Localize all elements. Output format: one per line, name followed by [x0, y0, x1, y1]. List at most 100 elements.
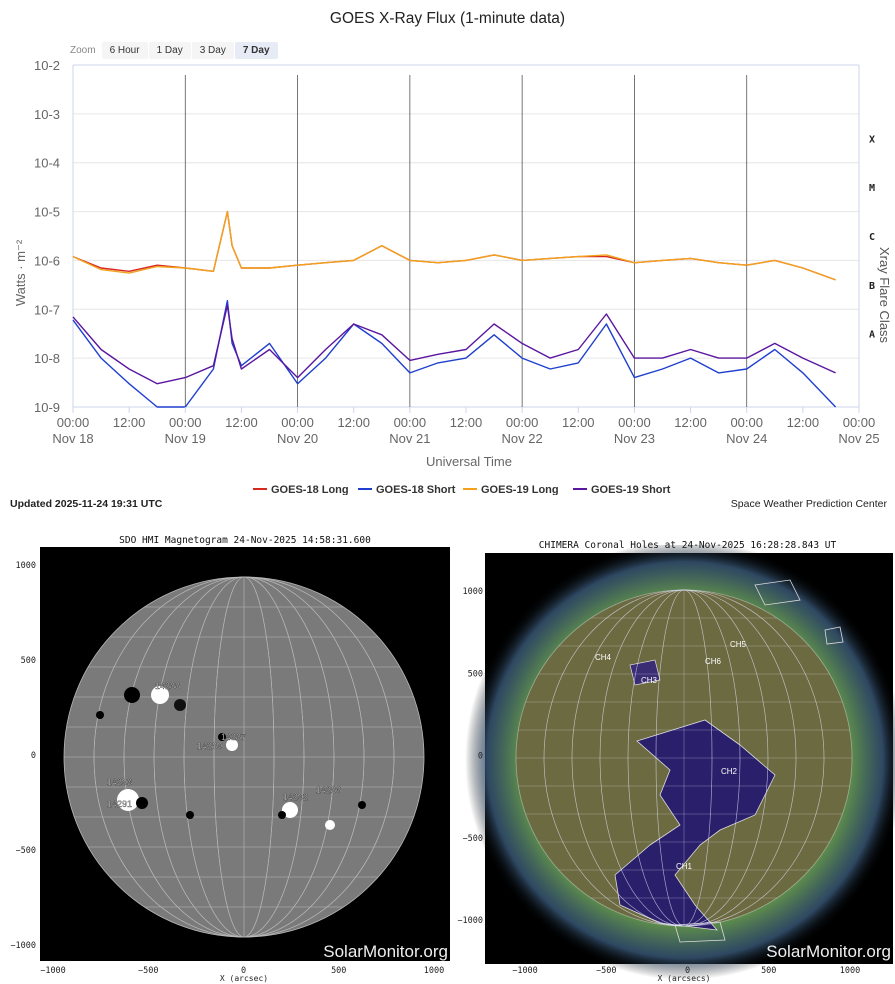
series-line-goes-19-short [72, 304, 836, 385]
x-tick-label: −1000 [40, 966, 66, 976]
coronal-hole-label: CH2 [721, 767, 738, 776]
flare-class-m: M [869, 183, 875, 194]
x-tick-date: Nov 24 [726, 431, 767, 446]
legend-item-goes-19-short[interactable]: GOES-19 Short [573, 484, 671, 495]
coronal-holes-xlabel: X (arcsecs) [658, 974, 711, 983]
y-tick-label: 0 [31, 751, 36, 761]
zoom-3-day-button[interactable]: 3 Day [191, 41, 234, 59]
magnetic-spot [218, 733, 226, 741]
coronal-holes-panel: CH1 CH2 CH3 CH4 CH5 CH6 −1000 −500 0 500 1000 1000… [457, 545, 895, 983]
disk-grid [63, 576, 425, 938]
y-tick-label: 500 [21, 656, 36, 666]
coronal-hole-area [629, 659, 661, 686]
zoom-1-day-button[interactable]: 1 Day [148, 41, 191, 59]
legend-label: GOES-19 Short [591, 484, 671, 495]
coronal-hole-label: CH4 [595, 653, 612, 662]
coronal-hole-label: CH1 [676, 862, 693, 871]
x-tick-time: 00:00 [169, 415, 202, 430]
x-tick-time: 12:00 [113, 415, 146, 430]
coronal-holes-axes: −1000 −500 0 500 1000 1000 500 0 −500 −1000 [457, 587, 860, 976]
chart-series [72, 210, 837, 408]
magnetic-spot [136, 797, 148, 809]
region-label: 14287 [221, 732, 246, 742]
x-tick-label: 0 [241, 966, 246, 976]
legend-item-goes-18-short[interactable]: GOES-18 Short [358, 484, 456, 495]
coronal-hole-outline [754, 579, 801, 606]
longitude-line [655, 589, 713, 927]
x-tick-date: Nov 21 [389, 431, 430, 446]
legend-item-goes-19-long[interactable]: GOES-19 Long [463, 484, 559, 495]
x-tick-time: 00:00 [730, 415, 763, 430]
y-axis-title: Watts · m⁻² [13, 239, 28, 306]
limb [515, 589, 853, 927]
x-tick-date: Nov 18 [52, 431, 93, 446]
x-tick-label: 500 [761, 966, 776, 976]
x-tick-date: Nov 19 [165, 431, 206, 446]
zoom-6-hour-button[interactable]: 6 Hour [101, 41, 148, 59]
longitude-line [599, 589, 769, 927]
chart-title: GOES X-Ray Flux (1-minute data) [329, 10, 566, 27]
x-tick-time: 00:00 [281, 415, 314, 430]
magnetic-spot [226, 739, 238, 751]
x-tick-time: 00:00 [843, 415, 876, 430]
y-tick-label: 10-3 [34, 107, 60, 122]
y-tick-label: −1000 [457, 916, 483, 926]
x-tick-time: 12:00 [225, 415, 258, 430]
longitude-line [571, 589, 797, 927]
x-tick-time: 12:00 [337, 415, 370, 430]
magnetic-spot [124, 687, 140, 703]
x-tick-date: Nov 20 [277, 431, 318, 446]
credit-text: Space Weather Prediction Center [730, 498, 887, 510]
coronal-hole-outline [824, 626, 844, 645]
legend-item-goes-18-long[interactable]: GOES-18 Long [253, 484, 349, 495]
y2-axis-title: Xray Flare Class [877, 247, 892, 344]
region-label: 14292 [283, 792, 308, 802]
longitude-line [543, 589, 825, 927]
disk-grid [515, 589, 853, 927]
x-tick-time: 12:00 [787, 415, 820, 430]
x-tick-time: 00:00 [394, 415, 427, 430]
coronal-hole-outline [674, 921, 726, 943]
x-tick-label: −500 [596, 966, 616, 976]
longitude-line [655, 589, 713, 927]
day-divider-lines [184, 75, 748, 407]
updated-timestamp: Updated 2025-11-24 19:31 UTC [10, 498, 163, 510]
longitude-line [627, 589, 741, 927]
flare-class-a: A [869, 330, 875, 341]
x-tick-date: Nov 23 [614, 431, 655, 446]
chart-grid [72, 64, 860, 408]
magnetogram-xlabel: X (arcsec) [220, 974, 268, 983]
zoom-label: Zoom [70, 44, 96, 56]
magnetic-spot [174, 699, 186, 711]
zoom-7-day-button[interactable]: 7 Day [234, 41, 278, 59]
x-tick-time: 12:00 [450, 415, 483, 430]
y-tick-label: 1000 [16, 561, 36, 571]
x-tick-time: 00:00 [618, 415, 651, 430]
chart-legend: GOES-18 Long GOES-18 Short GOES-19 Long GOE… [253, 484, 671, 495]
x-tick-time: 00:00 [57, 415, 90, 430]
flare-class-b: B [869, 281, 875, 292]
longitude-line [627, 589, 741, 927]
y-tick-label: 10-9 [34, 400, 60, 415]
x-tick-date: Nov 25 [838, 431, 879, 446]
legend-label: GOES-18 Short [376, 484, 456, 495]
zoom-bar: Zoom 6 Hour 1 Day 3 Day 7 Day [70, 41, 279, 59]
x-tick-label: 500 [331, 966, 346, 976]
x-tick-time: 12:00 [674, 415, 707, 430]
legend-label: GOES-19 Long [481, 484, 559, 495]
y-tick-label: 10-7 [34, 302, 60, 317]
magnetic-spot [358, 801, 366, 809]
coronal-hole-labels: CH1 CH2 CH3 CH4 CH5 CH6 [595, 640, 747, 871]
y-tick-label: −500 [16, 846, 36, 856]
magnetic-spot [186, 811, 194, 819]
goes-xray-chart: 10-2 10-3 10-4 10-5 10-6 10-7 10-8 10-9 X M C B A 0… [13, 58, 892, 495]
magnetic-spot [151, 686, 169, 704]
x-tick-label: −1000 [512, 966, 538, 976]
longitude-line [599, 589, 769, 927]
coronal-holes-watermark: SolarMonitor.org [766, 942, 891, 961]
coronal-hole-label: CH5 [730, 640, 747, 649]
longitude-line [543, 589, 825, 927]
magnetic-spot [282, 802, 298, 818]
